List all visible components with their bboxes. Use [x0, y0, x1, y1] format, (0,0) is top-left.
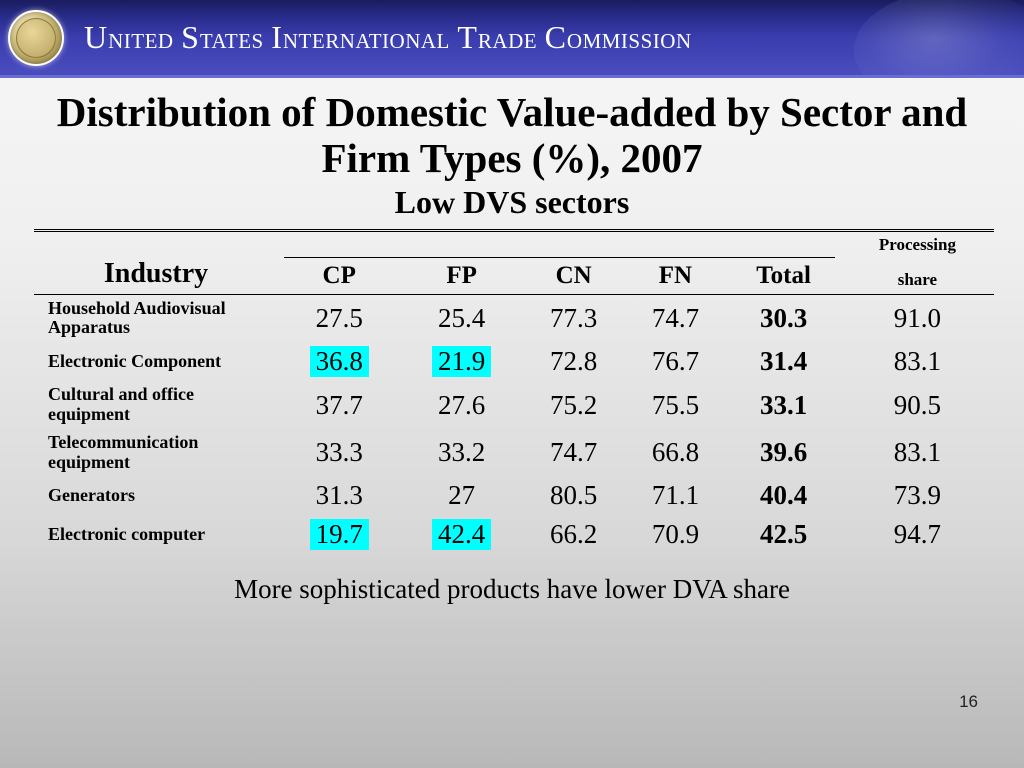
cell-value: 76.7	[625, 342, 727, 381]
cell-value: 74.7	[523, 429, 625, 477]
cell-industry: Telecommunication equipment	[34, 429, 278, 477]
cell-value: 42.5	[726, 515, 841, 554]
cell-value: 30.3	[726, 294, 841, 342]
table-row: Household Audiovisual Apparatus27.525.47…	[34, 294, 994, 342]
table-row: Generators31.32780.571.140.473.9	[34, 476, 994, 515]
cell-value: 73.9	[841, 476, 994, 515]
cell-value: 36.8	[278, 342, 400, 381]
cell-value: 91.0	[841, 294, 994, 342]
table-row: Cultural and office equipment37.727.675.…	[34, 381, 994, 429]
cell-value: 25.4	[400, 294, 522, 342]
col-header-industry: Industry	[34, 230, 278, 294]
cell-value: 75.5	[625, 381, 727, 429]
cell-value: 39.6	[726, 429, 841, 477]
table-row: Electronic computer19.742.466.270.942.59…	[34, 515, 994, 554]
org-seal-icon	[8, 10, 64, 66]
table-row: Electronic Component36.821.972.876.731.4…	[34, 342, 994, 381]
table-row: Telecommunication equipment33.333.274.76…	[34, 429, 994, 477]
cell-value: 83.1	[841, 342, 994, 381]
cell-value: 90.5	[841, 381, 994, 429]
footnote: More sophisticated products have lower D…	[34, 574, 990, 605]
col-header-fp: FP	[400, 258, 522, 295]
cell-value: 77.3	[523, 294, 625, 342]
cell-value: 66.8	[625, 429, 727, 477]
col-header-share: share	[841, 258, 994, 295]
cell-industry: Electronic Component	[34, 342, 278, 381]
cell-value: 31.3	[278, 476, 400, 515]
cell-value: 71.1	[625, 476, 727, 515]
cell-industry: Cultural and office equipment	[34, 381, 278, 429]
cell-value: 19.7	[278, 515, 400, 554]
col-header-total: Total	[726, 258, 841, 295]
cell-value: 37.7	[278, 381, 400, 429]
cell-value: 33.2	[400, 429, 522, 477]
col-header-cn: CN	[523, 258, 625, 295]
cell-value: 72.8	[523, 342, 625, 381]
data-table: Industry Processing CP FP CN FN Total sh…	[34, 229, 994, 555]
cell-value: 66.2	[523, 515, 625, 554]
cell-value: 75.2	[523, 381, 625, 429]
cell-value: 27	[400, 476, 522, 515]
cell-value: 80.5	[523, 476, 625, 515]
cell-industry: Electronic computer	[34, 515, 278, 554]
cell-value: 27.6	[400, 381, 522, 429]
cell-value: 33.1	[726, 381, 841, 429]
header-banner: UNITED STATES INTERNATIONAL TRADE COMMIS…	[0, 0, 1024, 78]
slide-subtitle: Low DVS sectors	[34, 184, 990, 221]
slide-content: Distribution of Domestic Value-added by …	[0, 78, 1024, 605]
cell-value: 40.4	[726, 476, 841, 515]
col-header-processing: Processing	[841, 230, 994, 257]
cell-value: 94.7	[841, 515, 994, 554]
page-number: 16	[959, 692, 978, 712]
org-name: UNITED STATES INTERNATIONAL TRADE COMMIS…	[84, 19, 692, 56]
cell-value: 42.4	[400, 515, 522, 554]
cell-industry: Household Audiovisual Apparatus	[34, 294, 278, 342]
cell-value: 74.7	[625, 294, 727, 342]
col-header-fn: FN	[625, 258, 727, 295]
globe-decoration	[854, 0, 1024, 78]
cell-value: 33.3	[278, 429, 400, 477]
col-header-cp: CP	[278, 258, 400, 295]
table-body: Household Audiovisual Apparatus27.525.47…	[34, 294, 994, 554]
cell-value: 70.9	[625, 515, 727, 554]
cell-value: 83.1	[841, 429, 994, 477]
sub-rule	[278, 230, 841, 257]
cell-value: 27.5	[278, 294, 400, 342]
cell-value: 31.4	[726, 342, 841, 381]
slide-title: Distribution of Domestic Value-added by …	[34, 90, 990, 182]
cell-industry: Generators	[34, 476, 278, 515]
cell-value: 21.9	[400, 342, 522, 381]
